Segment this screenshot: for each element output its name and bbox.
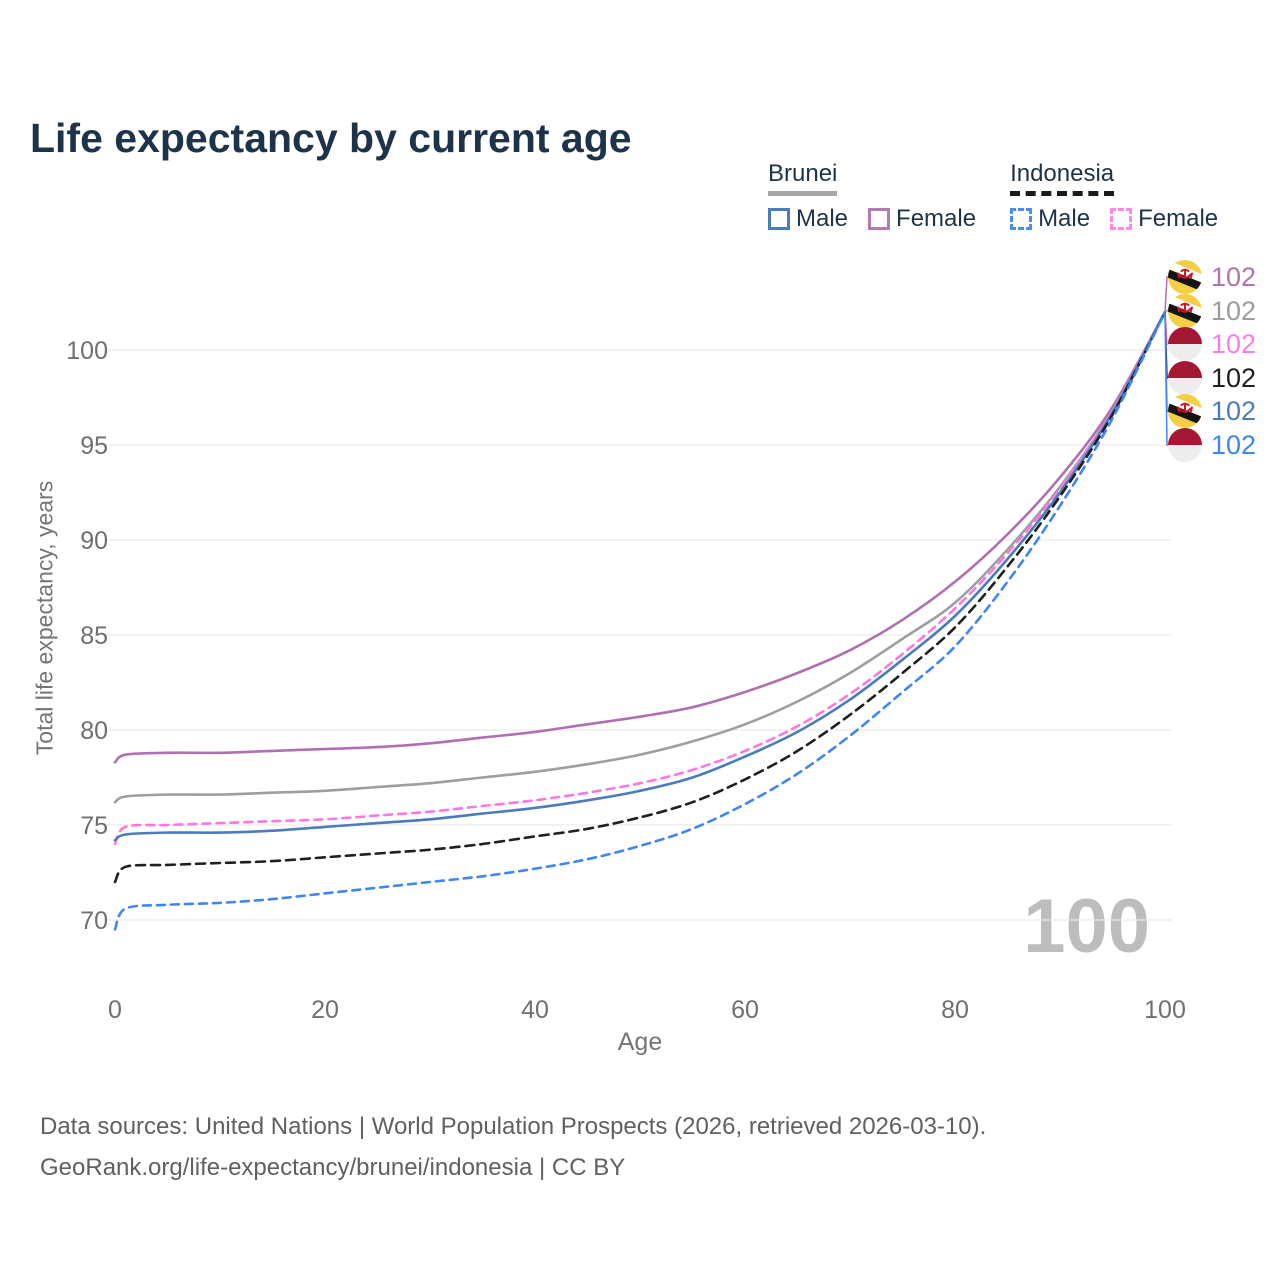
y-tick-85: 85 [80, 622, 108, 650]
legend-group-indonesia: Indonesia Male Female [1010, 160, 1218, 233]
x-tick-20: 20 [311, 996, 339, 1024]
y-tick-75: 75 [80, 812, 108, 840]
end-label-brunei-male[interactable]: 102 [1168, 394, 1257, 429]
age-cursor-watermark: 100 [1023, 884, 1150, 969]
series-line-indonesia-female[interactable] [113, 310, 1167, 846]
end-label-indonesia[interactable]: 102 [1168, 360, 1257, 395]
y-tick-70: 70 [80, 907, 108, 935]
legend-item-label: Female [896, 205, 977, 232]
legend-group-brunei: Brunei Male Female [768, 160, 976, 233]
brunei-crest-icon [1177, 302, 1193, 313]
end-label-value: 102 [1211, 329, 1257, 360]
y-tick-100: 100 [66, 337, 108, 365]
indonesia-male-swatch-icon [1010, 208, 1033, 230]
indonesia-flag-icon [1168, 428, 1202, 462]
series-line-brunei-female[interactable] [113, 310, 1167, 764]
x-tick-60: 60 [731, 996, 759, 1024]
legend: Brunei Male Female Indonesia Male [768, 160, 1218, 233]
legend-item-label: Female [1138, 205, 1219, 232]
series-line-brunei[interactable] [113, 310, 1167, 804]
y-tick-80: 80 [80, 717, 108, 745]
page-title: Life expectancy by current age [30, 115, 632, 162]
brunei-male-swatch-icon [768, 208, 790, 230]
brunei-flag-icon [1168, 394, 1202, 429]
x-tick-0: 0 [108, 996, 122, 1024]
series-line-brunei-male[interactable] [113, 310, 1167, 842]
legend-item-label: Male [1038, 205, 1091, 232]
indonesia-female-swatch-icon [1110, 208, 1133, 230]
x-axis-title: Age [617, 1028, 663, 1056]
series-line-indonesia-male[interactable] [113, 310, 1167, 931]
brunei-female-swatch-icon [868, 208, 891, 230]
end-label-brunei-female[interactable]: 102 [1168, 260, 1256, 294]
legend-item-brunei-female[interactable]: Female [868, 205, 976, 233]
series-line-indonesia[interactable] [113, 310, 1167, 884]
legend-item-brunei-male[interactable]: Male [768, 205, 848, 233]
brunei-flag-icon [1168, 293, 1202, 328]
end-label-value: 102 [1211, 430, 1257, 460]
legend-item-indonesia-female[interactable]: Female [1110, 205, 1218, 233]
y-tick-90: 90 [80, 527, 108, 555]
brunei-crest-icon [1177, 402, 1193, 414]
end-label-value: 102 [1211, 262, 1257, 292]
x-tick-100: 100 [1144, 996, 1186, 1024]
x-tick-40: 40 [521, 996, 549, 1024]
end-label-value: 102 [1211, 295, 1257, 326]
y-axis-title: Total life expectancy, years [31, 480, 58, 756]
end-label-value: 102 [1211, 396, 1257, 427]
end-label-indonesia-female[interactable]: 102 [1168, 327, 1257, 362]
legend-country-brunei[interactable]: Brunei [768, 160, 838, 196]
legend-item-label: Male [796, 205, 849, 232]
footer-data-sources: Data sources: United Nations | World Pop… [40, 1113, 987, 1140]
indonesia-flag-icon [1168, 360, 1202, 395]
x-tick-80: 80 [941, 996, 969, 1024]
footer-attribution-link[interactable]: GeoRank.org/life-expectancy/brunei/indon… [40, 1154, 626, 1181]
legend-country-indonesia[interactable]: Indonesia [1010, 160, 1115, 196]
brunei-crest-icon [1177, 268, 1193, 279]
end-label-brunei[interactable]: 102 [1168, 293, 1257, 328]
brunei-flag-icon [1168, 260, 1202, 294]
end-label-value: 102 [1211, 362, 1257, 393]
indonesia-flag-icon [1168, 327, 1202, 362]
legend-item-indonesia-male[interactable]: Male [1010, 205, 1090, 233]
footer: Data sources: United Nations | World Pop… [40, 1106, 986, 1188]
end-label-indonesia-male[interactable]: 102 [1168, 428, 1256, 462]
y-tick-95: 95 [80, 432, 108, 460]
